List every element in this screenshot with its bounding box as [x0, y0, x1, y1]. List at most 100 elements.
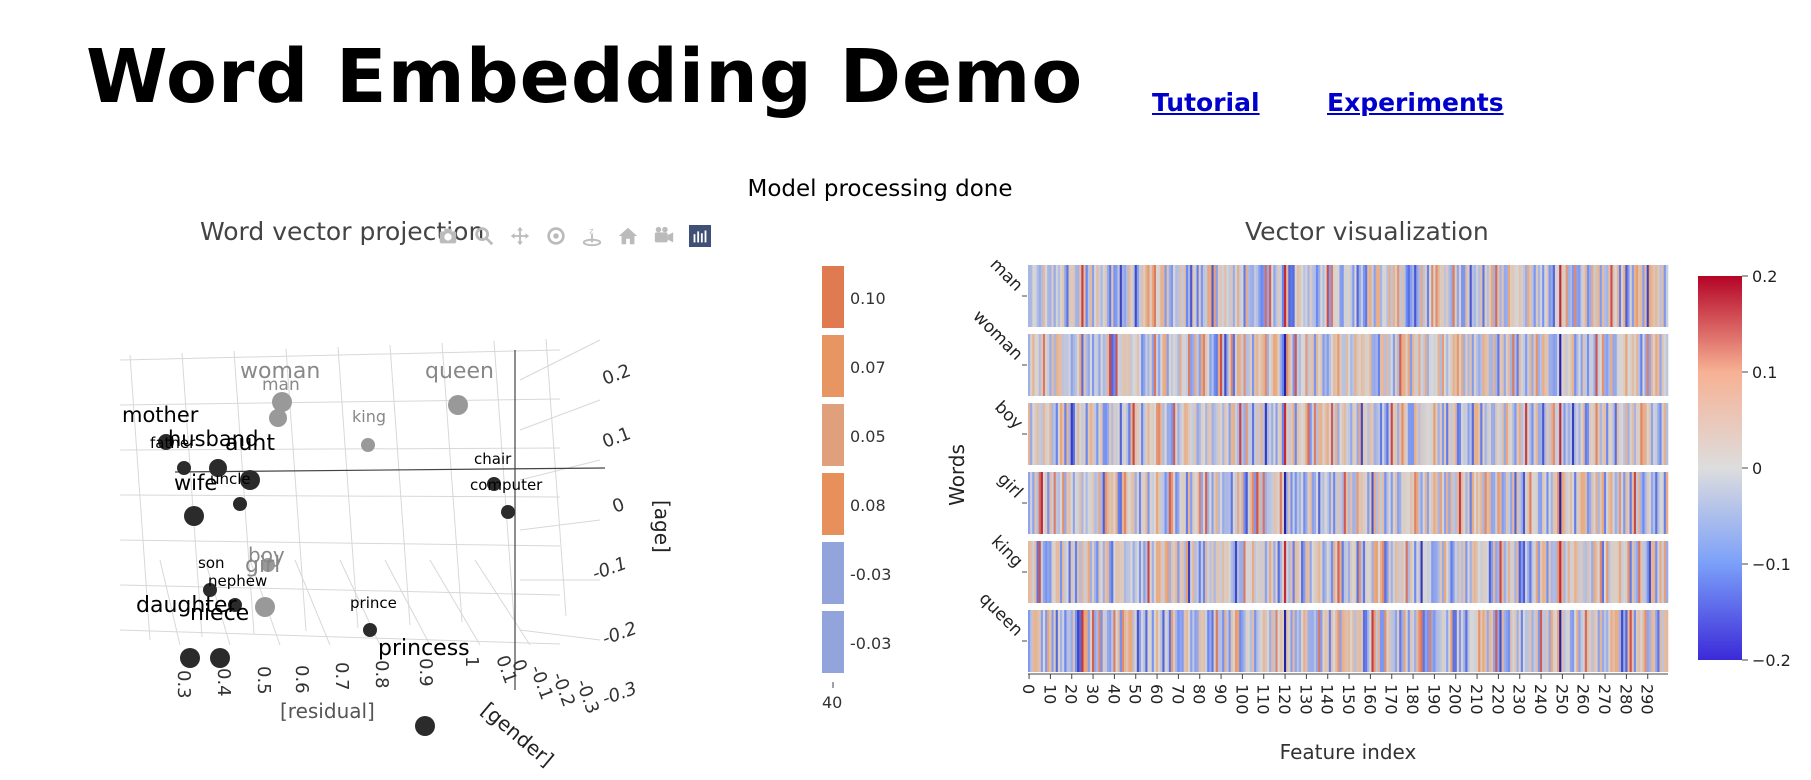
x-axis-tick: 0.8	[371, 660, 392, 689]
heatmap-cell	[1343, 472, 1347, 534]
heatmap-cell	[1563, 610, 1566, 672]
heatmap-cell	[1414, 265, 1417, 327]
heatmap-cell	[1569, 541, 1573, 603]
heatmap-cell	[1382, 541, 1385, 603]
heatmap-cell	[1198, 472, 1202, 534]
heatmap-cell	[1252, 472, 1255, 534]
heatmap-cell	[1156, 541, 1159, 603]
heatmap-cell	[1375, 265, 1379, 327]
heatmap-cell	[1060, 472, 1063, 534]
heatmap-cell	[1211, 541, 1214, 603]
video-camera-icon[interactable]	[646, 222, 682, 250]
heatmap-cell	[1458, 472, 1462, 534]
heatmap-cell	[1497, 403, 1500, 465]
heatmap-cell	[1601, 334, 1605, 396]
heatmap-cell	[1158, 403, 1161, 465]
heatmap-cell	[1595, 334, 1598, 396]
home-icon[interactable]	[610, 222, 646, 250]
heatmap-cell	[1352, 403, 1355, 465]
heatmap-cell	[1230, 541, 1234, 603]
heatmap-cell	[1211, 265, 1214, 327]
heatmap-cell	[1230, 265, 1234, 327]
heatmap-cell	[1537, 610, 1541, 672]
heatmap-cell	[1484, 610, 1487, 672]
experiments-link[interactable]: Experiments	[1327, 88, 1504, 117]
heatmap-cell	[1030, 334, 1033, 396]
word-point	[228, 598, 242, 612]
heatmap-cell	[1252, 334, 1255, 396]
heatmap-cell	[1149, 403, 1153, 465]
heatmap-cell	[1322, 265, 1325, 327]
heatmap-cell	[1531, 265, 1534, 327]
word-projection-3d-plot[interactable]: 0.3 0.4 0.5 0.6 0.7 0.8 0.9 1[residual]0.10-0.1…	[100, 250, 720, 780]
heatmap-cell	[1653, 610, 1656, 672]
heatmap-cell	[1294, 472, 1298, 534]
heatmap-cell	[1275, 610, 1278, 672]
heatmap-cell	[1458, 403, 1462, 465]
heatmap-cell	[1275, 334, 1278, 396]
heatmap-cell	[1469, 472, 1473, 534]
heatmap-cell	[1271, 541, 1274, 603]
heatmap-cell	[1202, 334, 1206, 396]
heatmap-cell	[1525, 541, 1528, 603]
word-label: husband	[168, 427, 258, 451]
heatmap-cell	[1601, 610, 1605, 672]
heatmap-cell	[1115, 334, 1118, 396]
heatmap-cell	[1294, 403, 1298, 465]
heatmap-cell	[1486, 334, 1490, 396]
camera-icon[interactable]	[430, 222, 466, 250]
heatmap-cell	[1631, 610, 1635, 672]
heatmap-cell	[1352, 472, 1355, 534]
x-tick-label: 210	[1467, 684, 1486, 715]
colorbar-tick-label: 0.2	[1752, 267, 1777, 286]
turntable-icon[interactable]: z	[574, 222, 610, 250]
heatmap-cell	[1192, 403, 1195, 465]
word-point	[361, 438, 375, 452]
word-points: woman queenmankingboygirlmotherfatherhusb…	[122, 359, 543, 736]
orbit-icon[interactable]	[538, 222, 574, 250]
heatmap-cell	[1473, 541, 1477, 603]
heatmap-cell	[1384, 265, 1387, 327]
heatmap-cell	[1412, 610, 1415, 672]
tutorial-link[interactable]: Tutorial	[1152, 88, 1260, 117]
heatmap-cell	[1625, 541, 1628, 603]
heatmap-cell	[1158, 472, 1161, 534]
heatmap-cell	[1414, 541, 1417, 603]
heatmap-cell	[1062, 472, 1065, 534]
heatmap-cell	[1525, 472, 1528, 534]
heatmap-cell	[1461, 403, 1464, 465]
heatmap-cell	[1081, 334, 1084, 396]
heatmap-cell	[1032, 265, 1035, 327]
heatmap-cell	[1173, 472, 1176, 534]
heatmap-cell	[1542, 610, 1545, 672]
heatmap-cell	[1070, 334, 1074, 396]
heatmap-cell	[1612, 610, 1615, 672]
heatmap-cell	[1591, 403, 1594, 465]
heatmap-cell	[1345, 334, 1349, 396]
pan-icon[interactable]	[502, 222, 538, 250]
heatmap-cell	[1330, 472, 1334, 534]
heatmap-cell	[1469, 541, 1473, 603]
heatmap-cell	[1540, 472, 1543, 534]
heatmap-cell	[1051, 403, 1054, 465]
heatmap-cell	[1463, 265, 1466, 327]
plotly-logo-icon[interactable]	[682, 222, 718, 250]
x-tick-label: 0	[1019, 684, 1038, 694]
heatmap-cell	[1420, 472, 1423, 534]
heatmap-cell	[1405, 541, 1409, 603]
heatmap-cell	[1614, 610, 1618, 672]
heatmap-cell	[1659, 541, 1662, 603]
heatmap-cell	[1522, 610, 1526, 672]
word-point	[269, 409, 287, 427]
heatmap-cell	[1580, 334, 1583, 396]
zoom-icon[interactable]	[466, 222, 502, 250]
heatmap-cell	[1115, 541, 1118, 603]
heatmap-cell	[1226, 334, 1229, 396]
x-tick-label: 290	[1638, 684, 1657, 715]
heatmap-cell	[1354, 541, 1357, 603]
heatmap-cell	[1657, 403, 1660, 465]
heatmap-cell	[1616, 541, 1620, 603]
heatmap-cell	[1371, 541, 1374, 603]
